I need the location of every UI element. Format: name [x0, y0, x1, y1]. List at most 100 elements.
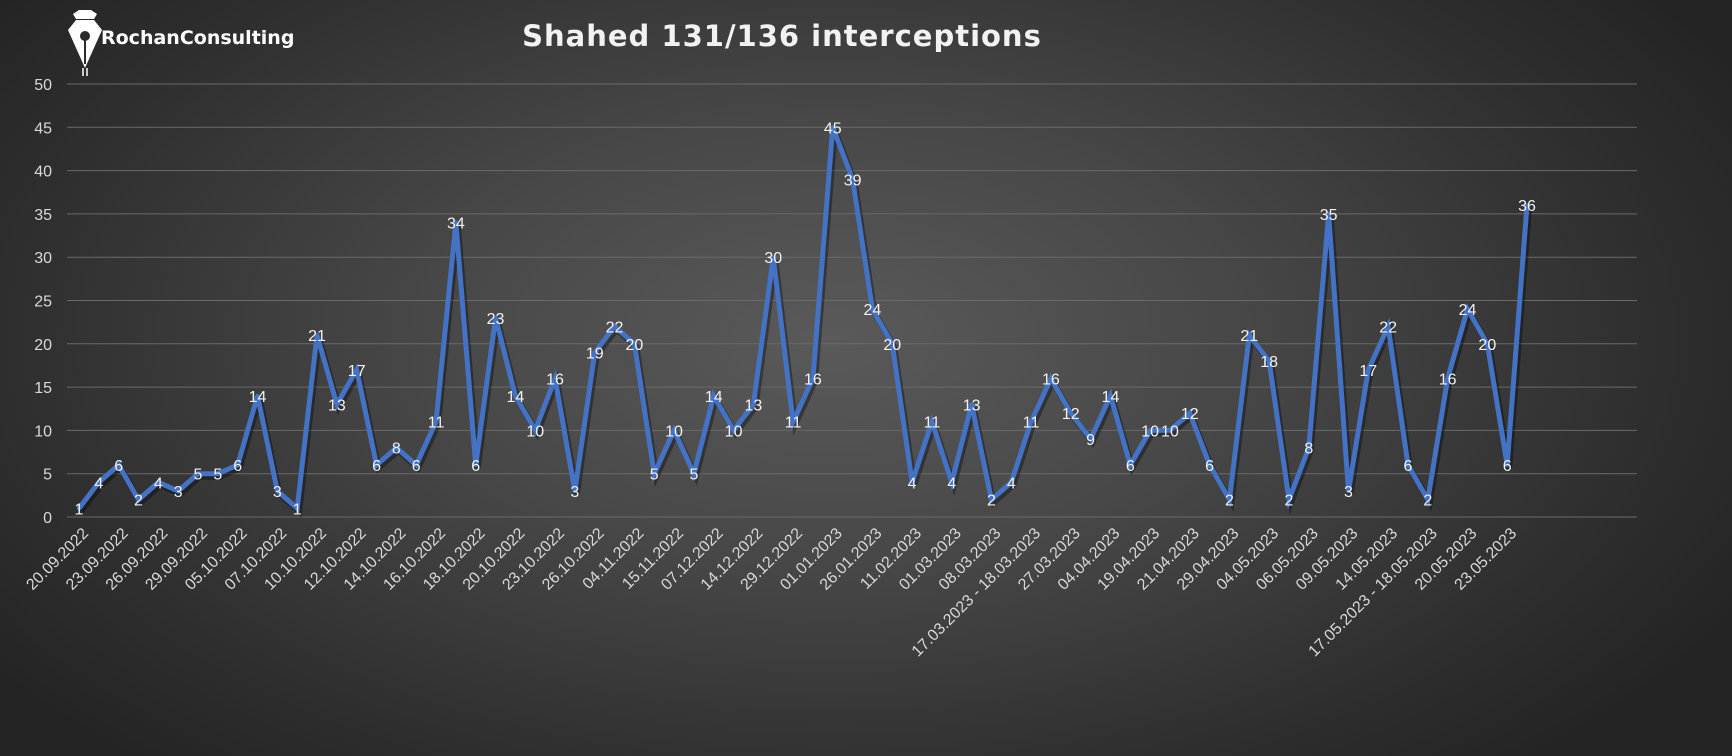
data-point — [1366, 367, 1371, 372]
data-label: 36 — [1518, 198, 1536, 215]
data-label: 2 — [987, 493, 996, 510]
data-label: 6 — [114, 458, 123, 475]
data-point — [830, 125, 835, 130]
data-label: 35 — [1320, 207, 1338, 224]
data-point — [513, 393, 518, 398]
data-point — [1088, 437, 1093, 442]
data-point — [196, 471, 201, 476]
y-tick-label: 0 — [43, 510, 52, 527]
data-point — [910, 480, 915, 485]
data-label: 2 — [1225, 493, 1234, 510]
data-label: 20 — [883, 337, 901, 354]
data-label: 5 — [650, 467, 659, 484]
data-label: 14 — [1102, 389, 1120, 406]
data-point — [1128, 463, 1133, 468]
y-tick-label: 50 — [34, 77, 52, 94]
data-point — [929, 419, 934, 424]
data-label: 9 — [1086, 432, 1095, 449]
data-point — [176, 489, 181, 494]
brand-name: RochanConsulting — [101, 27, 294, 49]
data-point — [1068, 411, 1073, 416]
y-tick-label: 10 — [34, 423, 52, 440]
data-label: 3 — [1344, 484, 1353, 501]
data-label: 16 — [804, 371, 822, 388]
data-point — [473, 463, 478, 468]
data-label: 45 — [824, 120, 842, 137]
data-label: 13 — [745, 397, 763, 414]
data-point — [255, 393, 260, 398]
data-point — [791, 419, 796, 424]
data-label: 8 — [1304, 441, 1313, 458]
data-label: 10 — [665, 423, 683, 440]
data-label: 12 — [1062, 406, 1080, 423]
data-point — [632, 341, 637, 346]
y-tick-label: 40 — [34, 164, 52, 181]
data-label: 22 — [606, 319, 624, 336]
data-label: 2 — [134, 493, 143, 510]
data-label: 22 — [1379, 319, 1397, 336]
data-point — [1247, 333, 1252, 338]
data-label: 8 — [392, 441, 401, 458]
data-point — [989, 497, 994, 502]
data-label: 39 — [844, 172, 862, 189]
data-point — [553, 376, 558, 381]
data-label: 4 — [1007, 475, 1016, 492]
data-label: 13 — [328, 397, 346, 414]
data-point — [96, 480, 101, 485]
y-tick-label: 35 — [34, 207, 52, 224]
y-tick-label: 30 — [34, 250, 52, 267]
data-point — [1267, 359, 1272, 364]
data-point — [1167, 428, 1172, 433]
data-label: 4 — [908, 475, 917, 492]
data-label: 17 — [1359, 363, 1377, 380]
data-point — [652, 471, 657, 476]
data-label: 6 — [412, 458, 421, 475]
data-point — [1346, 489, 1351, 494]
data-label: 6 — [1126, 458, 1135, 475]
data-point — [156, 480, 161, 485]
data-label: 3 — [273, 484, 282, 501]
data-point — [235, 463, 240, 468]
data-point — [493, 315, 498, 320]
y-tick-label: 20 — [34, 337, 52, 354]
data-point — [1029, 419, 1034, 424]
data-label: 18 — [1260, 354, 1278, 371]
data-label: 6 — [372, 458, 381, 475]
data-point — [1048, 376, 1053, 381]
data-point — [1505, 463, 1510, 468]
data-label: 21 — [308, 328, 326, 345]
data-label: 11 — [428, 415, 445, 432]
data-point — [850, 177, 855, 182]
data-point — [453, 220, 458, 225]
data-point — [711, 393, 716, 398]
data-label: 11 — [785, 415, 802, 432]
data-label: 4 — [947, 475, 956, 492]
data-point — [354, 367, 359, 372]
data-point — [1465, 307, 1470, 312]
data-label: 14 — [249, 389, 267, 406]
data-point — [1425, 497, 1430, 502]
data-point — [870, 307, 875, 312]
data-point — [414, 463, 419, 468]
data-label: 24 — [864, 302, 882, 319]
data-point — [612, 324, 617, 329]
data-label: 10 — [526, 423, 544, 440]
data-point — [334, 402, 339, 407]
data-label: 6 — [1404, 458, 1413, 475]
data-label: 11 — [1023, 415, 1040, 432]
data-point — [890, 341, 895, 346]
data-point — [1148, 428, 1153, 433]
data-label: 11 — [924, 415, 941, 432]
data-point — [731, 428, 736, 433]
data-label: 10 — [1161, 423, 1179, 440]
data-label: 3 — [570, 484, 579, 501]
data-label: 14 — [506, 389, 524, 406]
data-point — [1227, 497, 1232, 502]
data-point — [592, 350, 597, 355]
data-point — [1187, 411, 1192, 416]
data-point — [1286, 497, 1291, 502]
data-label: 3 — [174, 484, 183, 501]
data-point — [969, 402, 974, 407]
data-label: 20 — [625, 337, 643, 354]
